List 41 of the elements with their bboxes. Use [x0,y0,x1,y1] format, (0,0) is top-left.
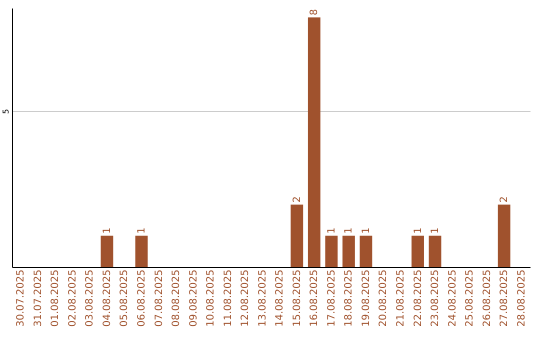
data-label: 1 [344,227,355,234]
x-tick-label: 05.08.2025 [119,270,130,327]
x-tick-label: 20.08.2025 [378,270,390,327]
x-tick-label: 01.08.2025 [50,270,62,327]
data-label: 1 [136,227,148,234]
x-tick-label: 02.08.2025 [67,270,78,327]
x-tick-label: 09.08.2025 [188,270,200,327]
x-tick-label: 15.08.2025 [292,270,303,327]
x-tick-label: 31.07.2025 [32,270,44,327]
x-tick-label: 17.08.2025 [326,270,338,327]
x-tick-label: 13.08.2025 [257,270,268,327]
x-tick-label: 14.08.2025 [274,270,286,327]
x-tick-label: 18.08.2025 [344,270,355,327]
x-tick-label: 16.08.2025 [309,270,320,327]
x-tick-label: 03.08.2025 [84,270,96,327]
x-tick-label: 23.08.2025 [430,270,442,327]
x-tick-label: 10.08.2025 [206,270,217,327]
x-tick-label: 26.08.2025 [482,270,493,327]
x-tick-label: 21.08.2025 [396,270,406,327]
x-tick-label: 19.08.2025 [360,270,372,327]
x-tick-label: 22.08.2025 [412,270,424,327]
data-label: 8 [309,8,320,16]
x-tick-label: 07.08.2025 [154,270,165,327]
data-label: 1 [102,227,113,234]
x-tick-label: 30.07.2025 [16,270,27,327]
data-label: 2 [292,196,303,203]
data-label: 1 [412,227,424,234]
x-tick-label: 25.08.2025 [464,270,476,327]
x-tick-label: 12.08.2025 [240,270,252,327]
x-tick-label: 11.08.2025 [222,270,234,327]
y-tick-label: 5 [2,108,10,114]
data-label: 1 [430,227,442,234]
x-tick-label: 08.08.2025 [171,270,182,327]
data-label: 2 [499,196,510,203]
data-label: 1 [326,227,338,234]
x-tick-label: 24.08.2025 [447,270,458,327]
data-label: 1 [360,227,372,234]
x-tick-label: 27.08.2025 [499,270,510,327]
x-tick-label: 04.08.2025 [102,270,113,327]
x-tick-label: 28.08.2025 [516,270,528,327]
x-tick-label: 06.08.2025 [136,270,148,327]
